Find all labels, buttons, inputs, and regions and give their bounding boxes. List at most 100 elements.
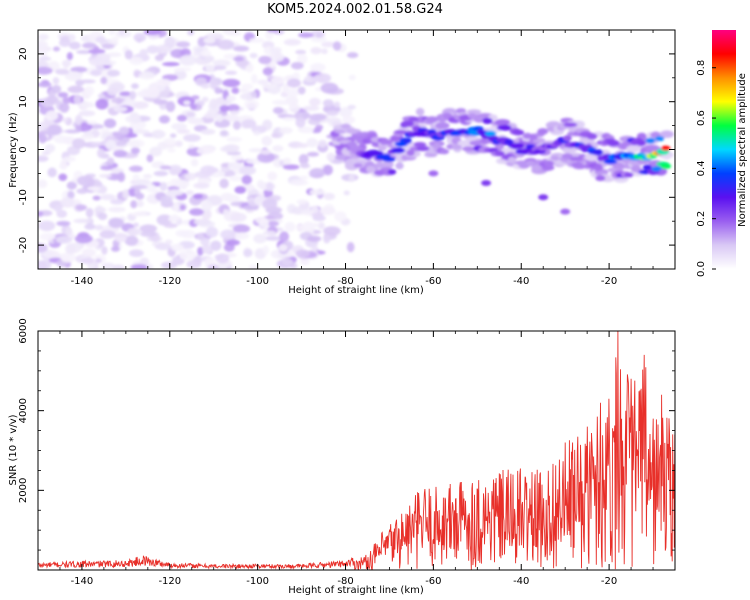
heatmap-noise-cell-842 [190, 158, 199, 167]
heatmap-signal-halo-96 [457, 139, 474, 147]
heatmap-signal-cell-433 [607, 139, 620, 147]
heatmap-noise-cell-720 [173, 179, 190, 188]
heatmap-noise-cell-107 [187, 30, 195, 36]
heatmap-noise-cell-304 [201, 208, 212, 220]
heatmap-noise-cell-835 [73, 94, 82, 105]
heatmap-noise-cell-760 [282, 258, 293, 266]
heatmap-noise-cell-354 [133, 32, 147, 42]
heatmap-noise-cell-194 [248, 148, 263, 153]
heatmap-noise-cell-693 [95, 53, 111, 63]
heatmap-noise-cell-733 [67, 85, 85, 94]
heatmap-signal-cell-466 [661, 145, 671, 151]
heatmap-noise-cell-689 [201, 200, 213, 212]
heatmap-noise-cell-640 [272, 106, 284, 114]
heatmap-noise-cell-462 [279, 231, 290, 242]
heatmap-noise-cell-536 [76, 50, 92, 55]
heatmap-noise-cell-441 [257, 79, 269, 85]
heatmap-noise-cell-230 [301, 112, 311, 119]
colorbar-tick-label: 0.0 [696, 261, 707, 277]
heatmap-signal-halo-242 [644, 144, 659, 150]
heatmap-signal-halo-249 [659, 130, 674, 139]
heatmap-signal-cell-402 [562, 135, 572, 142]
heatmap-noise-cell-128 [231, 87, 240, 94]
heatmap-signal-cell-292 [391, 147, 406, 154]
heatmap-noise-cell-335 [230, 155, 244, 161]
heatmap-noise-cell-796 [76, 175, 94, 187]
heatmap-signal-halo-38 [377, 144, 387, 152]
heatmap-noise-cell-256 [79, 101, 95, 108]
heatmap-noise-cell-95 [343, 190, 350, 196]
heatmap-noise-cell-211 [184, 172, 197, 181]
snr-background [38, 331, 675, 570]
heatmap-noise-cell-822 [259, 217, 270, 228]
heatmap-noise-cell-803 [113, 149, 128, 158]
heatmap-noise-cell-228 [282, 83, 290, 93]
heatmap-noise-cell-14 [261, 135, 273, 146]
heatmap-noise-cell-590 [52, 77, 60, 85]
heatmap-noise-cell-567 [139, 48, 148, 57]
heatmap-noise-cell-487 [219, 104, 230, 112]
snr-xlabel: Height of straight line (km) [288, 585, 424, 596]
heatmap-noise-cell-586 [173, 67, 185, 73]
heatmap-signal-cell-275 [366, 165, 376, 173]
heatmap-signal-cell-463 [654, 136, 665, 142]
heatmap-noise-cell-77 [139, 224, 157, 233]
heatmap-noise-cell-552 [226, 136, 243, 142]
heatmap-signal-cell-343 [469, 140, 481, 146]
heatmap-noise-cell-625 [111, 36, 120, 42]
heatmap-noise-cell-156 [272, 145, 284, 152]
spectrogram-x-ticks: -140 -120 -100 -80 -60 -40 -20 [37, 30, 676, 287]
snr-ylabel: SNR (10 * v/v) [8, 414, 19, 485]
heatmap-noise-cell-467 [310, 36, 327, 43]
heatmap-noise-cell-479 [306, 137, 318, 148]
x-tick-label: -60 [425, 576, 441, 587]
colorbar-tick-label: 0.4 [696, 160, 707, 176]
heatmap-noise-cell-546 [288, 103, 300, 113]
heatmap-noise-cell-622 [249, 52, 258, 59]
heatmap-noise-cell-310 [168, 164, 182, 175]
heatmap-signal-cell-403 [561, 153, 573, 160]
heatmap-noise-cell-397 [127, 227, 141, 236]
heatmap-noise-cell-629 [132, 174, 140, 182]
heatmap-noise-cell-805 [196, 233, 205, 241]
heatmap-noise-cell-426 [262, 245, 270, 255]
heatmap-noise-cell-714 [257, 152, 275, 163]
heatmap-noise-cell-597 [60, 159, 67, 170]
heatmap-noise-cell-819 [80, 257, 95, 264]
heatmap-noise-cell-588 [58, 38, 71, 47]
heatmap-noise-cell-412 [130, 147, 140, 155]
heatmap-noise-cell-807 [259, 149, 272, 155]
heatmap-noise-cell-457 [127, 139, 145, 148]
heatmap-noise-cell-364 [314, 73, 332, 84]
heatmap-noise-cell-449 [200, 83, 210, 89]
heatmap-noise-cell-774 [309, 97, 321, 107]
heatmap-noise-cell-419 [119, 91, 132, 97]
heatmap-noise-cell-814 [38, 210, 44, 217]
heatmap-noise-cell-763 [56, 220, 71, 227]
heatmap-noise-cell-501 [282, 157, 292, 166]
heatmap-noise-cell-242 [38, 155, 49, 162]
heatmap-noise-cell-815 [200, 165, 217, 176]
heatmap-signal-cell-309 [416, 145, 430, 152]
heatmap-noise-cell-639 [90, 141, 106, 146]
heatmap-noise-cell-837 [233, 56, 244, 62]
y-tick-label: 10 [18, 95, 29, 108]
heatmap-noise-cell-618 [107, 69, 120, 77]
x-tick-label: -120 [158, 576, 181, 587]
heatmap-signal-cell-331 [451, 144, 463, 150]
heatmap-noise-cell-179 [38, 82, 52, 88]
heatmap-noise-cell-543 [62, 97, 72, 104]
heatmap-noise-cell-610 [73, 218, 92, 224]
heatmap-noise-cell-491 [199, 50, 212, 57]
heatmap-noise-cell-298 [201, 96, 209, 103]
heatmap-noise-cell-663 [224, 70, 238, 75]
heatmap-noise-cell-617 [224, 194, 240, 203]
heatmap-noise-cell-555 [212, 65, 227, 71]
heatmap-noise-cell-624 [185, 190, 194, 196]
heatmap-noise-cell-383 [296, 143, 309, 148]
x-tick-label: -40 [513, 276, 529, 287]
heatmap-noise-cell-522 [322, 164, 333, 176]
heatmap-noise-cell-482 [193, 182, 210, 189]
heatmap-signal-cell-457 [645, 137, 656, 144]
heatmap-signal-cell-301 [406, 149, 415, 157]
